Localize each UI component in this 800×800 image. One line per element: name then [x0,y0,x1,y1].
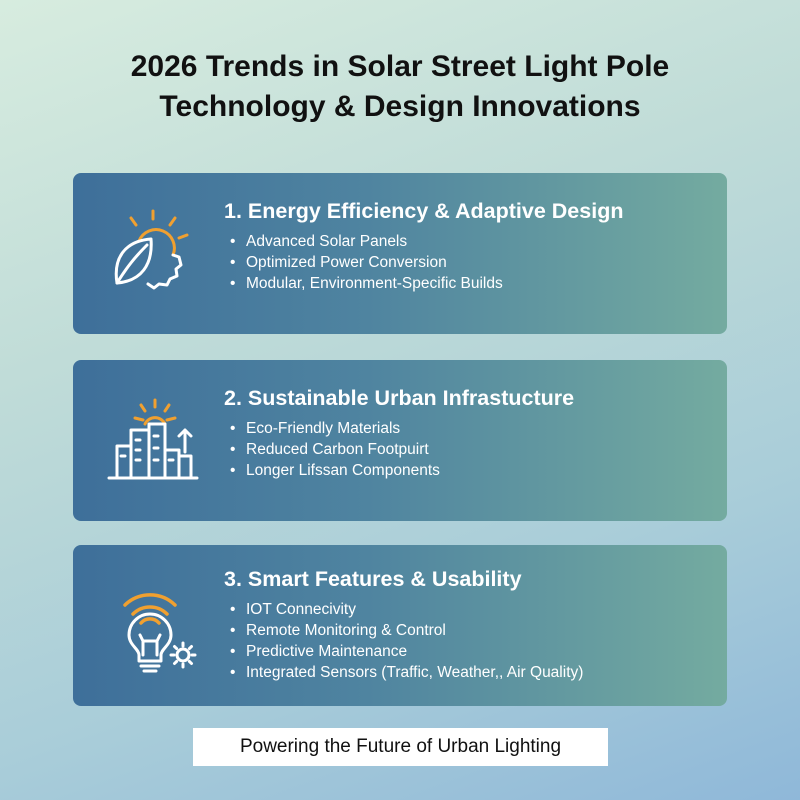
bullet-list: Eco-Friendly Materials Reduced Carbon Fo… [224,418,707,481]
list-item: Reduced Carbon Footpuirt [224,439,707,460]
page-title-line-2: Technology & Design Innovations [159,90,641,123]
list-item: Modular, Environment-Specific Builds [224,273,707,294]
bullet-list: IOT Connecivity Remote Monitoring & Cont… [224,599,707,683]
trend-card-energy-efficiency: 1. Energy Efficiency & Adaptive Design A… [73,173,727,334]
list-item: Advanced Solar Panels [224,231,707,252]
smart-bulb-wifi-icon [103,575,203,675]
tagline-banner: Powering the Future of Urban Lighting [193,728,608,766]
card-title: 2. Sustainable Urban Infrastucture [224,386,575,410]
page-title: 2026 Trends in Solar Street Light Pole T… [0,47,800,127]
trend-card-sustainable-infrastructure: 2. Sustainable Urban Infrastucture Eco-F… [73,360,727,521]
list-item: Predictive Maintenance [224,641,707,662]
card-title: 3. Smart Features & Usability [224,567,522,591]
list-item: IOT Connecivity [224,599,707,620]
list-item: Eco-Friendly Materials [224,418,707,439]
page-title-line-1: 2026 Trends in Solar Street Light Pole [130,50,670,83]
city-sun-icon [103,390,203,490]
trend-card-smart-features: 3. Smart Features & Usability IOT Connec… [73,545,727,706]
list-item: Integrated Sensors (Traffic, Weather,, A… [224,662,707,683]
list-item: Optimized Power Conversion [224,252,707,273]
card-title: 1. Energy Efficiency & Adaptive Design [224,199,624,223]
leaf-sun-gear-icon [103,203,203,303]
list-item: Remote Monitoring & Control [224,620,707,641]
bullet-list: Advanced Solar Panels Optimized Power Co… [224,231,707,294]
list-item: Longer Lifssan Components [224,460,707,481]
